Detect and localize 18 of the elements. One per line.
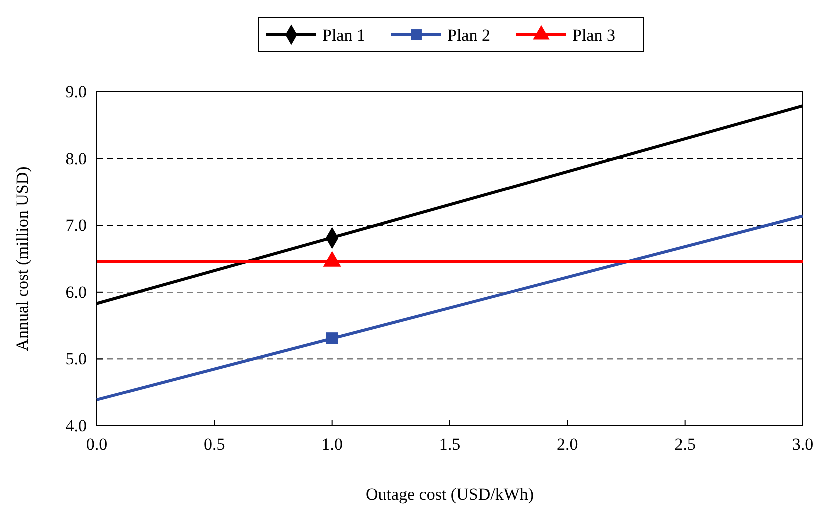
y-tick-label: 6.0 xyxy=(66,282,87,302)
x-tick-label: 3.0 xyxy=(792,435,814,454)
x-tick-label: 1.0 xyxy=(322,435,343,454)
y-tick-label: 4.0 xyxy=(66,416,87,436)
legend-label: Plan 2 xyxy=(448,26,490,45)
legend-label: Plan 3 xyxy=(572,26,616,45)
legend-label: Plan 1 xyxy=(322,26,366,45)
x-tick-label: 0.0 xyxy=(86,435,108,454)
y-tick-label: 7.0 xyxy=(66,216,87,236)
x-tick-label: 2.0 xyxy=(557,435,578,454)
y-tick-label: 8.0 xyxy=(66,149,87,168)
x-tick-label: 2.5 xyxy=(674,435,696,454)
x-tick-label: 1.5 xyxy=(439,435,461,454)
x-axis-title: Outage cost (USD/kWh) xyxy=(366,485,534,504)
x-tick-label: 0.5 xyxy=(204,435,226,454)
y-tick-label: 5.0 xyxy=(66,350,87,369)
y-tick-label: 9.0 xyxy=(66,82,87,102)
y-axis-title: Annual cost (million USD) xyxy=(13,166,32,352)
